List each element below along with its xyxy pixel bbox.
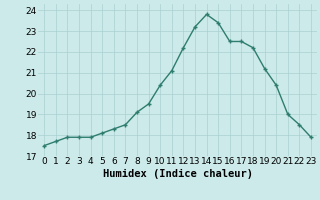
X-axis label: Humidex (Indice chaleur): Humidex (Indice chaleur) xyxy=(103,169,252,179)
